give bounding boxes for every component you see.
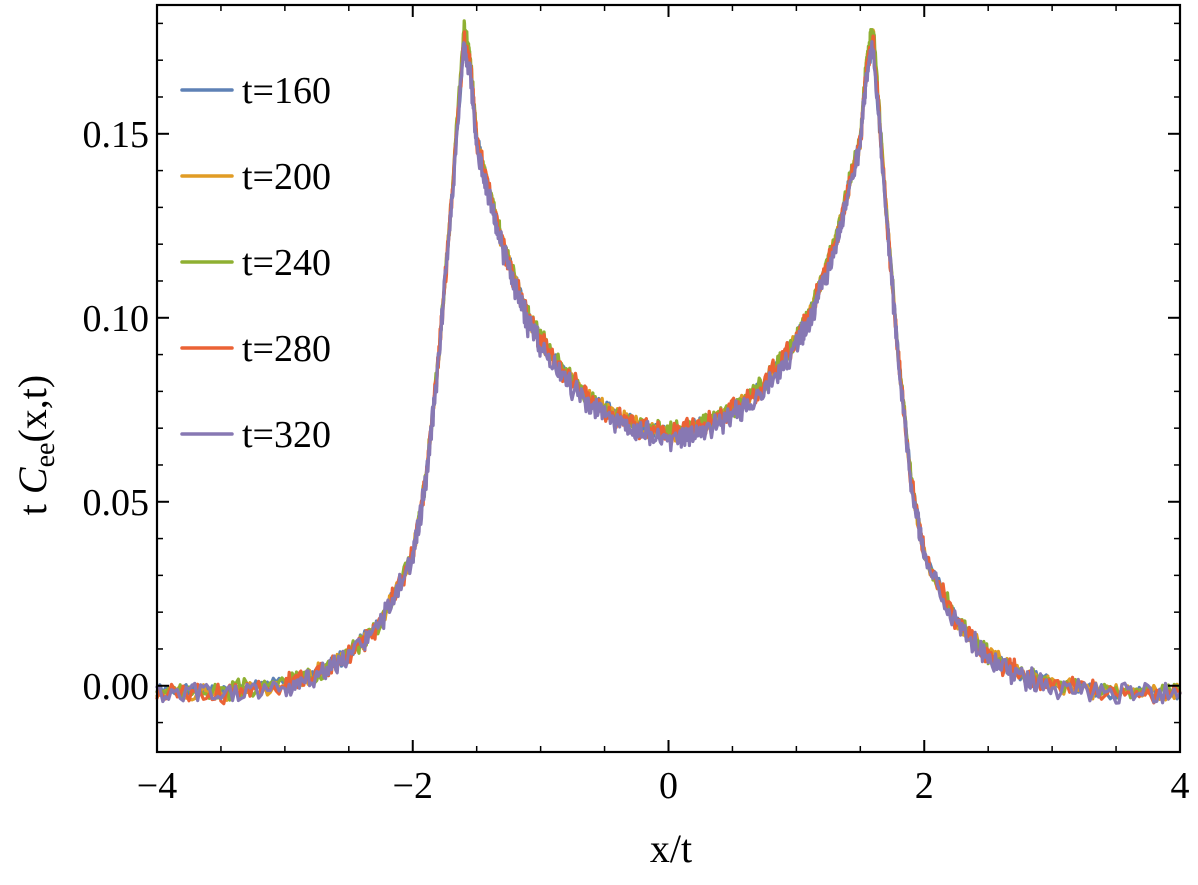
legend-label-t=200: t=200 (242, 156, 331, 198)
legend: t=160 t=200 t=240 t=280 t=320 (180, 70, 331, 456)
x-tick-label: 4 (1171, 765, 1190, 807)
series-layer (155, 19, 1182, 706)
x-tick-label: 2 (915, 765, 934, 807)
x-tick-label: 0 (659, 765, 678, 807)
x-tick-label: −2 (393, 765, 433, 807)
legend-label-t=240: t=240 (242, 242, 331, 284)
y-axis-label: t Cee(x,t) (10, 375, 61, 515)
y-axis-label-main: C (10, 466, 55, 494)
y-tick-label: 0.00 (83, 666, 150, 708)
y-tick-label: 0.15 (83, 114, 150, 156)
series-line-t=320 (155, 40, 1182, 705)
axis-ticks: −4 −2 0 2 4 0.00 0.05 0.10 0.15 (83, 5, 1190, 807)
legend-label-t=280: t=280 (242, 328, 331, 370)
y-tick-label: 0.10 (83, 298, 150, 340)
y-axis-label-suffix: (x,t) (10, 375, 55, 443)
legend-label-t=160: t=160 (242, 70, 331, 112)
y-tick-label: 0.05 (83, 482, 150, 524)
x-tick-label: −4 (137, 765, 177, 807)
y-axis-label-prefix: t (10, 494, 55, 515)
x-axis-label: x/t (650, 826, 692, 871)
legend-label-t=320: t=320 (242, 414, 331, 456)
y-axis-label-sub: ee (30, 443, 61, 468)
